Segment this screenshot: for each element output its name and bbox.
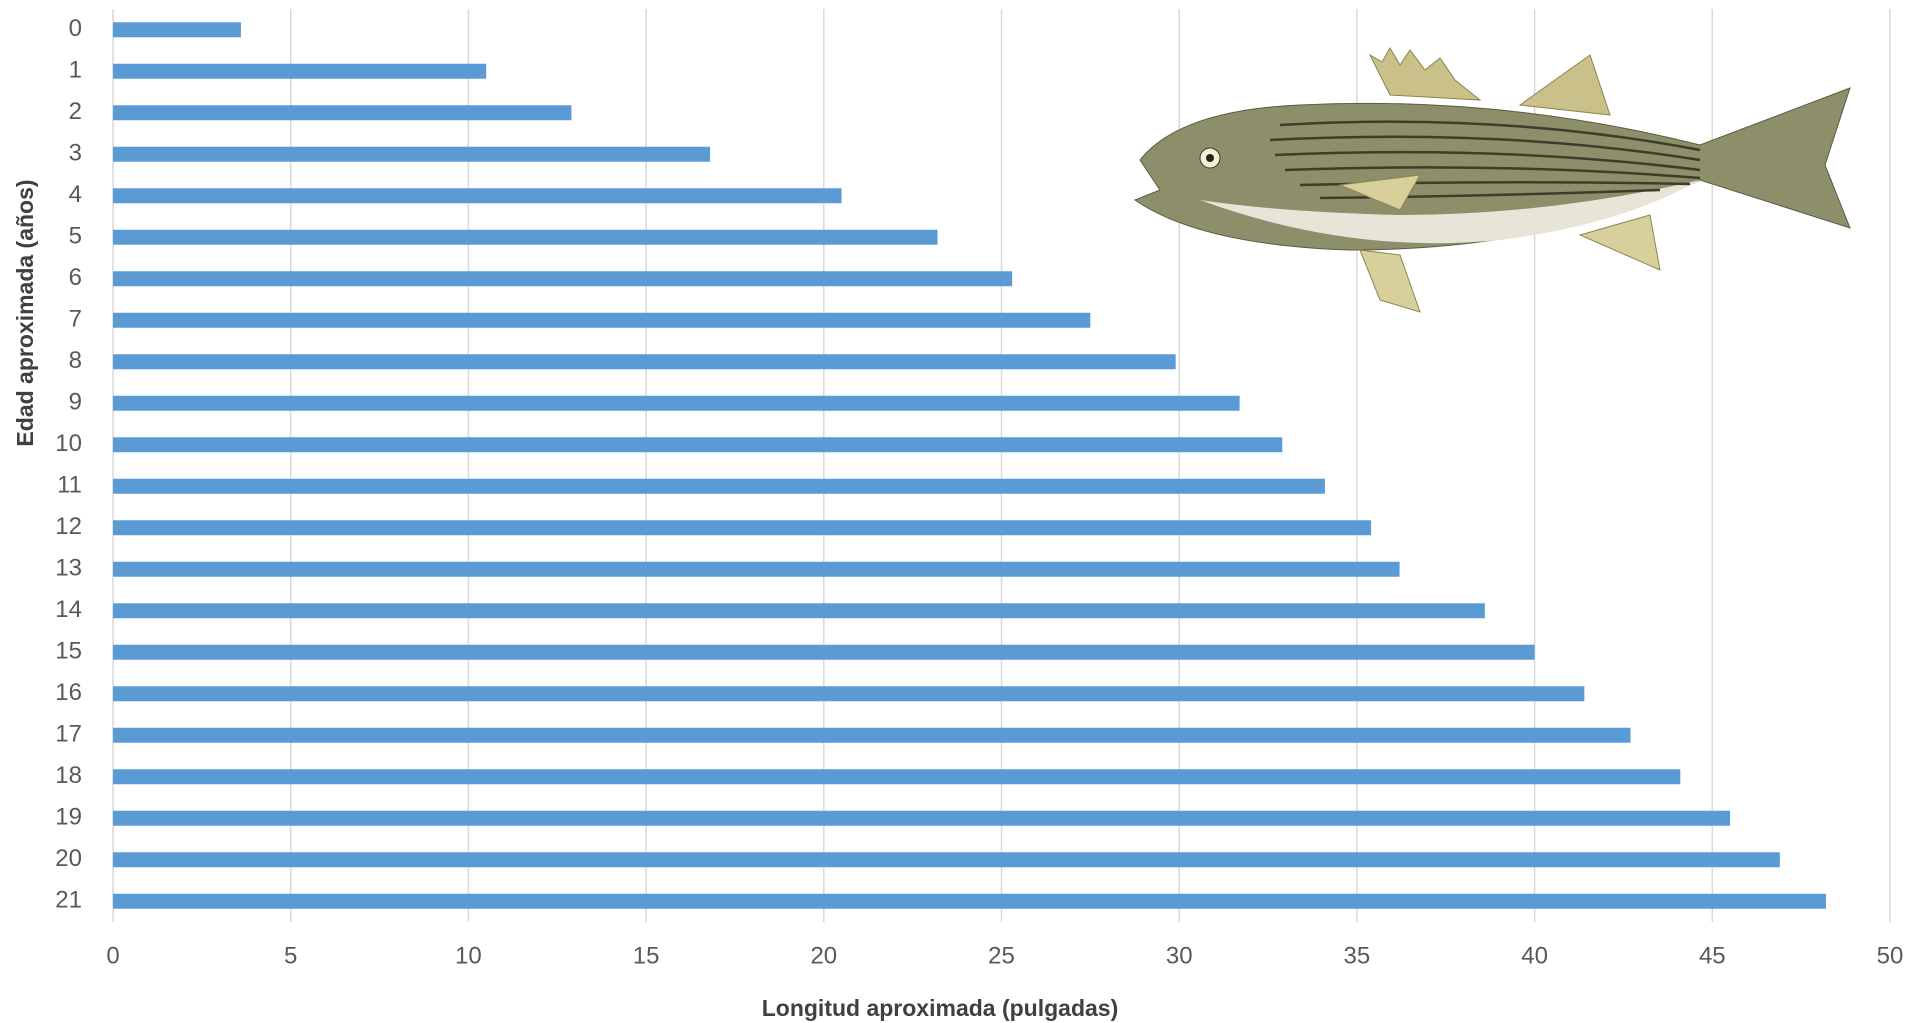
bar <box>113 271 1013 287</box>
bar <box>113 893 1827 909</box>
y-axis-title: Edad aproximada (años) <box>12 179 38 446</box>
bar <box>113 63 487 79</box>
x-tick-label: 0 <box>106 942 119 969</box>
bar <box>113 437 1283 453</box>
x-tick-label: 30 <box>1166 942 1193 969</box>
bar <box>113 478 1325 494</box>
bar <box>113 810 1731 826</box>
y-tick-label: 14 <box>55 596 82 623</box>
y-tick-label: 16 <box>55 679 82 706</box>
y-tick-label: 9 <box>69 389 82 416</box>
bar <box>113 727 1631 743</box>
x-tick-label: 35 <box>1344 942 1371 969</box>
x-tick-label: 20 <box>810 942 837 969</box>
y-tick-label: 8 <box>69 347 82 374</box>
y-tick-label: 12 <box>55 513 82 540</box>
y-tick-label: 20 <box>55 845 82 872</box>
x-tick-label: 45 <box>1699 942 1726 969</box>
y-tick-label: 5 <box>69 223 82 250</box>
y-tick-label: 18 <box>55 762 82 789</box>
y-tick-label: 0 <box>69 15 82 42</box>
fish-illustration <box>1133 47 1851 313</box>
bar <box>113 852 1780 868</box>
bar <box>113 769 1681 785</box>
bar <box>113 561 1400 577</box>
bar <box>113 312 1091 328</box>
bar <box>113 229 938 245</box>
bar <box>113 105 572 121</box>
bar <box>113 395 1240 411</box>
y-tick-label: 3 <box>69 140 82 167</box>
bar <box>113 520 1372 536</box>
y-tick-label: 1 <box>69 57 82 84</box>
y-tick-label: 6 <box>69 264 82 291</box>
bar <box>113 146 711 162</box>
y-tick-label: 21 <box>55 887 82 914</box>
x-tick-label: 50 <box>1877 942 1904 969</box>
y-tick-label: 19 <box>55 804 82 831</box>
x-tick-label: 5 <box>284 942 297 969</box>
y-tick-label: 7 <box>69 306 82 333</box>
y-tick-label: 17 <box>55 721 82 748</box>
y-tick-label: 13 <box>55 555 82 582</box>
bar <box>113 603 1485 619</box>
y-tick-label: 4 <box>69 181 82 208</box>
bar <box>113 354 1176 370</box>
y-tick-label: 10 <box>55 430 82 457</box>
y-tick-label: 11 <box>57 472 82 499</box>
x-tick-label: 15 <box>633 942 660 969</box>
bar <box>113 188 842 204</box>
x-tick-label: 40 <box>1521 942 1548 969</box>
x-tick-label: 25 <box>988 942 1015 969</box>
bar <box>113 22 241 38</box>
bar <box>113 686 1585 702</box>
x-axis-title: Longitud aproximada (pulgadas) <box>762 995 1119 1021</box>
y-tick-label: 2 <box>69 98 82 125</box>
y-tick-label: 15 <box>55 638 82 665</box>
x-tick-label: 10 <box>455 942 482 969</box>
bar <box>113 644 1535 660</box>
